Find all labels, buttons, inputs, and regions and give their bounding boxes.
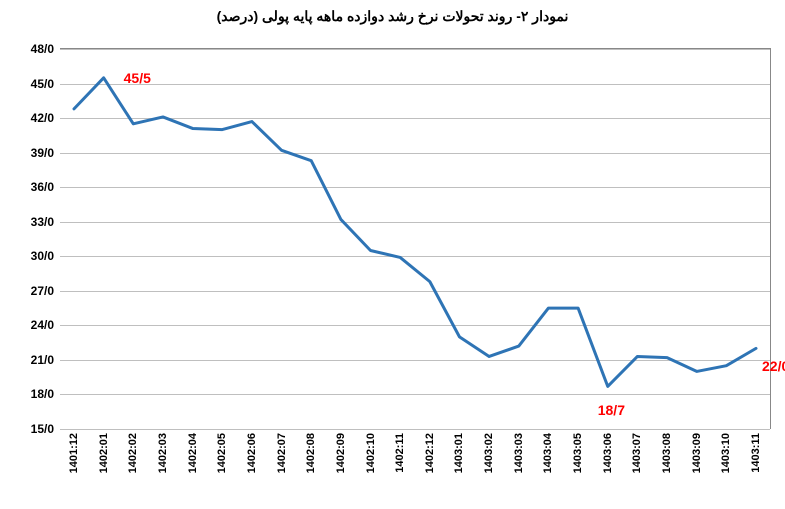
- xtick-label: 1402:04: [187, 433, 199, 473]
- xtick-label: 1403:03: [513, 433, 525, 473]
- xtick-label: 1402:10: [365, 433, 377, 473]
- plot-area: 15/018/021/024/027/030/033/036/039/042/0…: [60, 48, 771, 429]
- xtick-label: 1402:06: [246, 433, 258, 473]
- ytick-label: 33/0: [31, 215, 54, 229]
- data-annotation: 18/7: [598, 402, 625, 418]
- ytick-label: 30/0: [31, 249, 54, 263]
- chart-title: نمودار ۲- روند تحولات نرخ رشد دوازده ماه…: [0, 0, 785, 25]
- ytick-label: 18/0: [31, 387, 54, 401]
- xtick-label: 1402:12: [424, 433, 436, 473]
- xtick-label: 1403:11: [750, 433, 762, 473]
- xtick-label: 1403:01: [453, 433, 465, 473]
- xtick-label: 1402:09: [335, 433, 347, 473]
- xtick-label: 1403:02: [483, 433, 495, 473]
- xtick-label: 1403:04: [542, 433, 554, 473]
- data-annotation: 22/0: [762, 358, 785, 374]
- xtick-label: 1402:03: [157, 433, 169, 473]
- gridline-horizontal: [60, 429, 770, 430]
- ytick-label: 45/0: [31, 77, 54, 91]
- data-annotation: 45/5: [124, 70, 151, 86]
- xtick-label: 1401:12: [68, 433, 80, 473]
- ytick-label: 15/0: [31, 422, 54, 436]
- ytick-label: 42/0: [31, 111, 54, 125]
- xtick-label: 1403:10: [720, 433, 732, 473]
- xtick-label: 1402:08: [305, 433, 317, 473]
- ytick-label: 36/0: [31, 180, 54, 194]
- xtick-label: 1402:05: [216, 433, 228, 473]
- ytick-label: 39/0: [31, 146, 54, 160]
- xtick-label: 1402:01: [98, 433, 110, 473]
- ytick-label: 27/0: [31, 284, 54, 298]
- xtick-label: 1403:07: [631, 433, 643, 473]
- xtick-label: 1403:08: [661, 433, 673, 473]
- data-line: [74, 78, 756, 387]
- xtick-label: 1402:02: [127, 433, 139, 473]
- xtick-label: 1402:11: [394, 433, 406, 473]
- xtick-label: 1403:05: [572, 433, 584, 473]
- xtick-label: 1403:09: [691, 433, 703, 473]
- ytick-label: 48/0: [31, 42, 54, 56]
- xtick-label: 1403:06: [602, 433, 614, 473]
- xtick-label: 1402:07: [276, 433, 288, 473]
- ytick-label: 21/0: [31, 353, 54, 367]
- ytick-label: 24/0: [31, 318, 54, 332]
- line-chart-svg: [60, 49, 770, 429]
